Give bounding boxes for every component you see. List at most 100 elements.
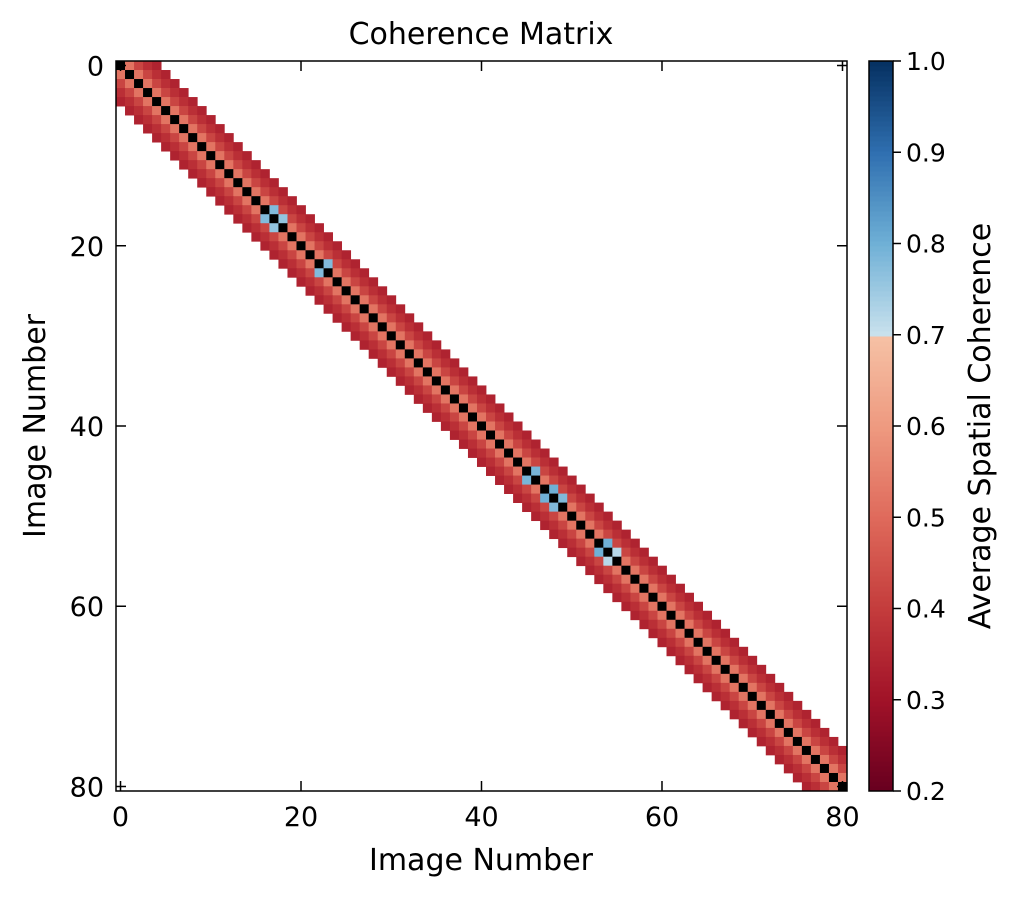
heatmap-cell: [576, 484, 586, 494]
heatmap-cell: [305, 232, 315, 242]
colorbar-segment: [869, 411, 893, 417]
heatmap-cell: [828, 754, 839, 765]
heatmap-diagonal-cell: [576, 520, 586, 531]
heatmap-cell: [612, 529, 622, 540]
colorbar-segment: [869, 226, 893, 232]
heatmap-cell: [359, 340, 370, 350]
heatmap-cell: [251, 223, 261, 233]
heatmap-cell: [152, 133, 162, 143]
heatmap-cell: [594, 565, 604, 576]
heatmap-diagonal-cell: [630, 574, 640, 585]
heatmap-cell: [495, 466, 505, 476]
heatmap-cell: [801, 736, 812, 747]
heatmap-cell: [594, 547, 604, 558]
heatmap-cell: [630, 565, 640, 576]
heatmap-cell: [738, 700, 749, 711]
heatmap-cell: [675, 637, 685, 648]
heatmap-cell: [684, 664, 694, 675]
heatmap-cell: [278, 214, 288, 224]
heatmap-cell: [224, 187, 234, 197]
colorbar-segment: [869, 81, 893, 87]
heatmap-cell: [792, 727, 803, 738]
heatmap-cell: [639, 610, 649, 621]
heatmap-cell: [522, 448, 532, 458]
heatmap-cell: [269, 187, 279, 197]
heatmap-cell: [287, 223, 297, 233]
heatmap-cell: [729, 691, 740, 702]
heatmap-cell: [495, 457, 505, 467]
heatmap-diagonal-cell: [413, 358, 424, 368]
colorbar-segment: [869, 681, 893, 687]
heatmap-cell: [395, 331, 406, 341]
heatmap-cell: [413, 385, 424, 395]
colorbar-segment: [869, 221, 893, 227]
heatmap-cell: [738, 646, 749, 657]
colorbar-segment: [869, 351, 893, 357]
colorbar-tick-label: 0.4: [906, 595, 946, 624]
x-tick-label: 80: [825, 802, 859, 833]
heatmap-cell: [179, 142, 189, 152]
heatmap-diagonal-cell: [513, 457, 523, 467]
heatmap-cell: [702, 682, 713, 693]
heatmap-cell: [350, 277, 361, 287]
heatmap-cell: [801, 763, 812, 774]
heatmap-cell: [594, 556, 604, 567]
heatmap-cell: [449, 412, 460, 422]
heatmap-cell: [828, 763, 839, 774]
colorbar-segment: [869, 771, 893, 777]
colorbar-segment: [869, 506, 893, 512]
heatmap-cell: [350, 286, 361, 296]
colorbar-segment: [869, 766, 893, 772]
heatmap-cell: [368, 286, 379, 296]
heatmap-cell: [819, 772, 830, 783]
heatmap-cell: [134, 115, 144, 125]
heatmap-cell: [576, 529, 586, 540]
heatmap-cell: [377, 295, 388, 305]
colorbar-segment: [869, 141, 893, 147]
heatmap-cell: [657, 583, 667, 594]
heatmap-diagonal-cell: [323, 268, 333, 278]
heatmap-diagonal-cell: [161, 106, 171, 116]
colorbar-segment: [869, 206, 893, 212]
heatmap-cell: [413, 331, 424, 341]
heatmap-cell: [314, 250, 324, 260]
heatmap-cell: [179, 97, 189, 107]
x-tick-label: 0: [112, 802, 129, 833]
heatmap-cell: [720, 637, 731, 648]
heatmap-cell: [621, 529, 631, 540]
heatmap-cell: [422, 331, 433, 341]
heatmap-cell: [531, 484, 541, 494]
heatmap-cell: [666, 592, 676, 603]
colorbar-segment: [869, 616, 893, 622]
colorbar-segment: [869, 651, 893, 657]
heatmap-cell: [549, 475, 559, 485]
colorbar-segment: [869, 586, 893, 592]
heatmap-cell: [657, 637, 667, 648]
heatmap-diagonal-cell: [504, 448, 514, 458]
heatmap-cell: [395, 367, 406, 377]
colorbar-segment: [869, 486, 893, 492]
heatmap-cell: [711, 691, 722, 702]
colorbar-segment: [869, 711, 893, 717]
heatmap-cell: [341, 259, 352, 269]
colorbar-segment: [869, 526, 893, 532]
heatmap-cell: [693, 628, 703, 639]
heatmap-cell: [774, 700, 785, 711]
heatmap-cell: [134, 70, 144, 80]
heatmap-diagonal-cell: [720, 664, 731, 675]
colorbar-segment: [869, 406, 893, 412]
heatmap-cell: [170, 106, 180, 116]
colorbar-segment: [869, 566, 893, 572]
heatmap-cell: [170, 97, 180, 107]
heatmap-cell: [179, 151, 189, 161]
heatmap-cell: [341, 277, 352, 287]
heatmap-diagonal-cell: [476, 421, 487, 431]
y-tick-label: 60: [70, 592, 104, 623]
heatmap-cell: [314, 268, 324, 278]
heatmap-cell: [440, 421, 451, 431]
heatmap-cell: [197, 133, 207, 143]
colorbar-segment: [869, 691, 893, 697]
heatmap-cell: [765, 727, 776, 738]
colorbar-segment: [869, 106, 893, 112]
heatmap-cell: [603, 574, 613, 585]
